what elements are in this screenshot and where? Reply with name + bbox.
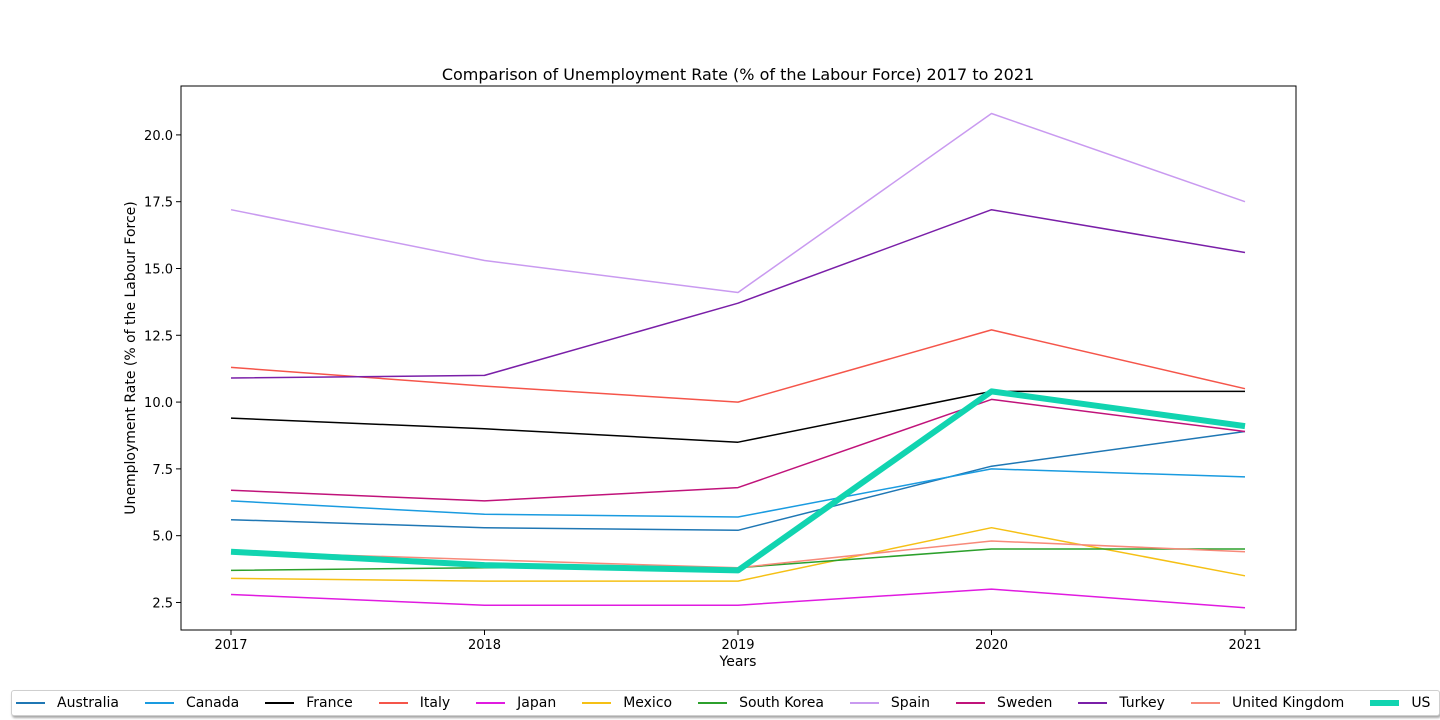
legend-swatch <box>698 702 728 704</box>
series-line-australia <box>230 430 1246 532</box>
series-line-sweden <box>230 398 1246 502</box>
y-tick-label: 5.0 <box>152 530 173 545</box>
legend-label: US <box>1411 695 1431 711</box>
legend: Australia Canada France Italy Japan Mexico Sou… <box>11 690 1440 716</box>
legend-item-canada: Canada <box>144 695 240 711</box>
legend-label: Japan <box>517 695 557 711</box>
legend-label: Australia <box>57 695 119 711</box>
legend-swatch <box>1370 700 1400 706</box>
plot-area <box>230 112 1246 609</box>
legend-swatch <box>378 702 408 704</box>
legend-label: Mexico <box>623 695 673 711</box>
series-line-spain <box>230 112 1246 294</box>
x-axis: 2017 2018 2019 2020 2021 <box>214 630 1262 653</box>
x-axis-label: Years <box>719 654 757 670</box>
series-line-united-kingdom <box>230 540 1246 569</box>
legend-label: Canada <box>185 695 240 711</box>
legend-swatch <box>144 702 174 704</box>
series-line-japan <box>230 588 1246 609</box>
legend-item-france: France <box>265 695 353 711</box>
legend-item-mexico: Mexico <box>582 695 672 711</box>
y-tick-label: 2.5 <box>152 596 173 611</box>
legend-item-us: US <box>1370 695 1430 711</box>
legend-item-japan: Japan <box>476 695 556 711</box>
y-tick-label: 15.0 <box>144 262 173 277</box>
legend-swatch <box>582 702 612 704</box>
legend-label: Turkey <box>1119 695 1165 711</box>
legend-item-sweden: Sweden <box>956 695 1052 711</box>
series-line-canada <box>230 468 1246 518</box>
legend-item-turkey: Turkey <box>1078 695 1165 711</box>
y-axis-label: Unemployment Rate (% of the Labour Force… <box>123 201 139 514</box>
legend-item-south-korea: South Korea <box>698 695 824 711</box>
y-tick-label: 12.5 <box>144 329 173 344</box>
legend-swatch <box>476 702 506 704</box>
series-line-mexico <box>230 526 1246 582</box>
legend-swatch <box>956 702 986 704</box>
legend-item-united-kingdom: United Kingdom <box>1190 695 1345 711</box>
x-tick-label: 2017 <box>214 638 247 653</box>
series-line-italy <box>230 329 1246 403</box>
legend-swatch <box>1190 702 1220 704</box>
legend-label: France <box>306 695 353 711</box>
legend-item-italy: Italy <box>378 695 451 711</box>
legend-item-australia: Australia <box>16 695 119 711</box>
legend-label: Spain <box>890 695 931 711</box>
chart-title: Comparison of Unemployment Rate (% of th… <box>442 65 1034 84</box>
y-axis: 2.5 5.0 7.5 10.0 12.5 15.0 17.5 20.0 <box>144 129 181 611</box>
y-tick-label: 17.5 <box>144 196 173 211</box>
legend-swatch <box>849 702 879 704</box>
legend-swatch <box>1078 702 1108 704</box>
legend-label: Sweden <box>997 695 1053 711</box>
legend-label: Italy <box>419 695 451 711</box>
legend-label: United Kingdom <box>1231 695 1345 711</box>
legend-swatch <box>265 702 295 704</box>
series-line-turkey <box>230 208 1246 379</box>
legend-item-spain: Spain <box>849 695 931 711</box>
y-tick-label: 20.0 <box>144 129 173 144</box>
series-line-france <box>230 390 1245 443</box>
x-tick-label: 2020 <box>975 638 1008 653</box>
x-tick-label: 2021 <box>1228 638 1261 653</box>
x-tick-label: 2019 <box>721 638 754 653</box>
y-tick-label: 10.0 <box>144 396 173 411</box>
y-tick-label: 7.5 <box>152 463 173 478</box>
x-tick-label: 2018 <box>468 638 501 653</box>
legend-swatch <box>16 702 45 704</box>
legend-label: South Korea <box>739 695 824 711</box>
series-line-us <box>230 388 1246 574</box>
